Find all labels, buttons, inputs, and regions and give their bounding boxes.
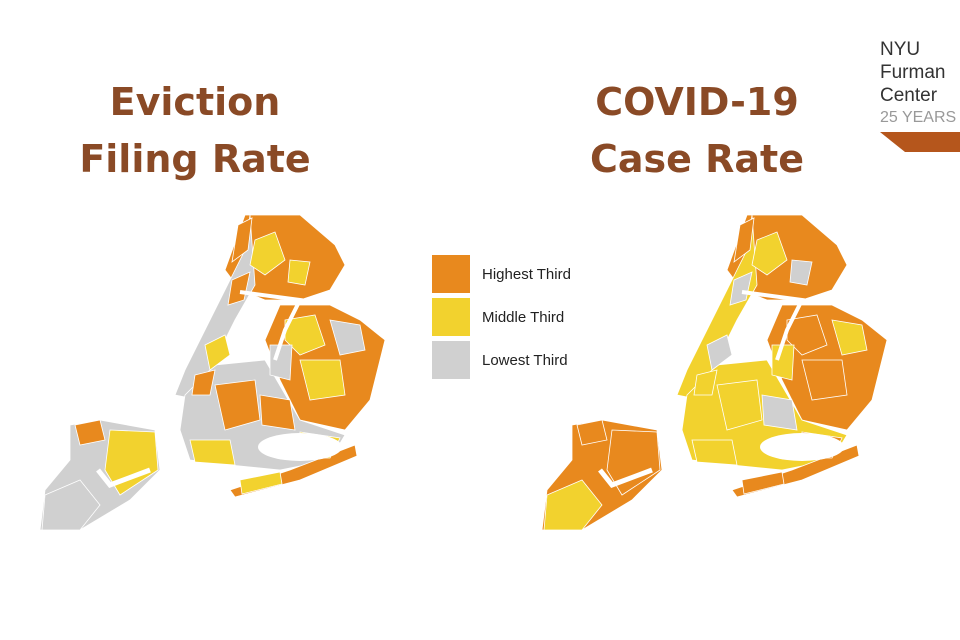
map-title: Eviction xyxy=(110,80,281,124)
map xyxy=(541,214,888,531)
map-region xyxy=(716,379,763,431)
map-region xyxy=(606,429,661,496)
logo-text: 25 YEARS xyxy=(880,109,956,126)
map-title: Filing Rate xyxy=(79,137,310,181)
legend: Highest Third Middle Third Lowest Third xyxy=(432,255,571,379)
map-region xyxy=(706,334,733,371)
map-title: Case Rate xyxy=(590,137,804,181)
map-region xyxy=(801,359,848,401)
legend-label: Lowest Third xyxy=(482,352,568,369)
bay xyxy=(760,433,844,461)
map-region xyxy=(189,439,236,466)
map-region xyxy=(74,419,106,446)
map xyxy=(39,214,386,531)
map-region xyxy=(761,394,798,431)
map-region xyxy=(284,314,326,356)
map-region xyxy=(299,359,346,401)
map-region xyxy=(741,471,785,495)
kill-van-kull xyxy=(598,467,653,488)
map-region xyxy=(789,259,813,286)
map-region xyxy=(239,471,283,495)
map-region xyxy=(259,394,296,431)
map-region xyxy=(751,231,788,276)
map-title: COVID-19 xyxy=(595,80,799,124)
map-region xyxy=(204,334,231,371)
map-region xyxy=(676,214,758,401)
legend-label: Middle Third xyxy=(482,309,564,326)
map-region xyxy=(214,379,261,431)
maps xyxy=(39,214,888,531)
map-region xyxy=(786,314,828,356)
kill-van-kull xyxy=(96,467,151,488)
map-region xyxy=(729,271,753,306)
map-region xyxy=(831,319,868,356)
map-region xyxy=(771,344,795,381)
bay xyxy=(258,433,342,461)
logo-text: Center xyxy=(880,85,938,106)
map-region xyxy=(733,217,755,263)
map-region xyxy=(269,344,293,381)
legend-swatch xyxy=(432,298,470,336)
map-region xyxy=(174,214,256,401)
legend-label: Highest Third xyxy=(482,266,571,283)
logo-text: Furman xyxy=(880,62,945,83)
river xyxy=(741,290,806,361)
logo-text: NYU xyxy=(880,39,920,60)
map-region xyxy=(249,231,286,276)
map-region xyxy=(227,271,251,306)
map-region xyxy=(287,259,311,286)
map-region xyxy=(543,479,603,531)
river xyxy=(239,290,304,361)
map-region xyxy=(231,217,253,263)
map-region xyxy=(104,429,159,496)
legend-swatch xyxy=(432,341,470,379)
map-region xyxy=(693,369,718,396)
map-region xyxy=(191,369,216,396)
map-region xyxy=(576,419,608,446)
map-region xyxy=(691,439,738,466)
logo-bar xyxy=(880,132,960,152)
legend-swatch xyxy=(432,255,470,293)
map-region xyxy=(41,479,101,531)
logo: NYU Furman Center 25 YEARS xyxy=(880,39,960,152)
map-region xyxy=(329,319,366,356)
